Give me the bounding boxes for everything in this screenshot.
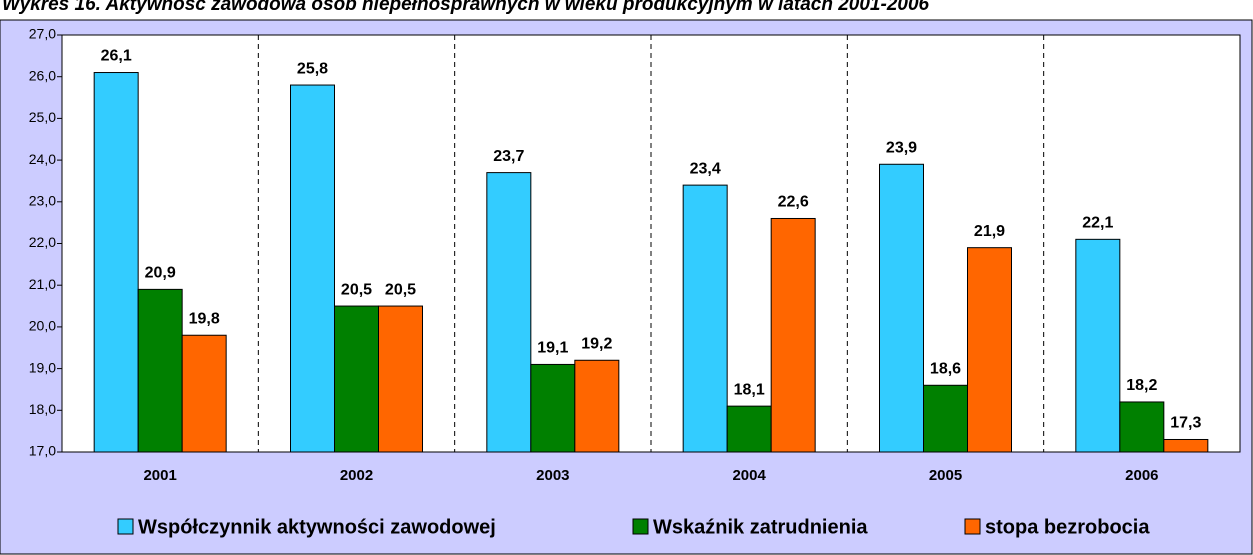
legend-label: Współczynnik aktywności zawodowej: [138, 516, 496, 538]
x-tick-label: 2005: [929, 467, 962, 484]
bar: [726, 405, 772, 453]
data-label: 18,1: [734, 381, 765, 398]
chart-title: Wykres 16. Aktywność zawodowa osób niepe…: [2, 0, 930, 15]
bar: [378, 305, 423, 453]
bar: [1119, 401, 1165, 453]
bar: [93, 72, 139, 453]
y-tick-label: 19,0: [29, 359, 56, 375]
bar: [486, 172, 532, 453]
y-tick-label: 21,0: [29, 276, 56, 292]
data-label: 19,1: [537, 340, 568, 357]
x-tick-label: 2001: [143, 467, 176, 484]
data-label: 25,8: [297, 60, 328, 77]
y-tick-label: 23,0: [29, 193, 56, 209]
bar: [682, 184, 728, 453]
legend-label: Wskaźnik zatrudnienia: [653, 516, 868, 538]
data-label: 19,8: [189, 310, 220, 327]
x-tick-label: 2006: [1125, 467, 1158, 484]
data-label: 23,7: [493, 148, 524, 165]
data-label: 23,9: [886, 139, 917, 156]
x-tick-label: 2003: [536, 467, 569, 484]
bar: [923, 384, 968, 453]
bar: [290, 84, 335, 453]
bar: [530, 363, 576, 453]
data-label: 20,9: [145, 265, 176, 282]
x-tick-label: 2002: [340, 467, 373, 484]
y-tick-label: 27,0: [29, 26, 56, 42]
x-tick-label: 2004: [732, 467, 766, 484]
bar: [574, 359, 620, 453]
data-label: 17,3: [1170, 415, 1201, 432]
legend-swatch: [117, 518, 134, 535]
bar: [1075, 238, 1121, 453]
y-tick-label: 24,0: [29, 151, 56, 167]
data-label: 19,2: [581, 335, 612, 352]
bar: [770, 217, 816, 453]
y-tick-label: 17,0: [29, 443, 56, 459]
bar: [967, 247, 1012, 453]
y-tick-label: 20,0: [29, 318, 56, 334]
y-tick-label: 26,0: [29, 67, 56, 83]
bar: [879, 163, 924, 453]
data-label: 22,6: [778, 194, 809, 211]
bar: [334, 305, 379, 453]
legend-label: stopa bezrobocia: [985, 516, 1150, 538]
data-label: 21,9: [974, 223, 1005, 240]
legend-swatch: [964, 518, 981, 535]
data-label: 18,2: [1126, 377, 1157, 394]
data-label: 26,1: [101, 48, 132, 65]
data-label: 18,6: [930, 360, 961, 377]
bar: [137, 288, 183, 453]
bar: [181, 334, 227, 453]
y-tick-label: 18,0: [29, 401, 56, 417]
y-tick-label: 25,0: [29, 109, 56, 125]
data-label: 20,5: [341, 281, 372, 298]
bar: [1163, 438, 1209, 453]
y-tick-label: 22,0: [29, 234, 56, 250]
data-label: 22,1: [1082, 215, 1113, 232]
data-label: 23,4: [690, 160, 721, 177]
plot-border: [61, 34, 1241, 453]
legend-swatch: [632, 518, 649, 535]
data-label: 20,5: [385, 281, 416, 298]
